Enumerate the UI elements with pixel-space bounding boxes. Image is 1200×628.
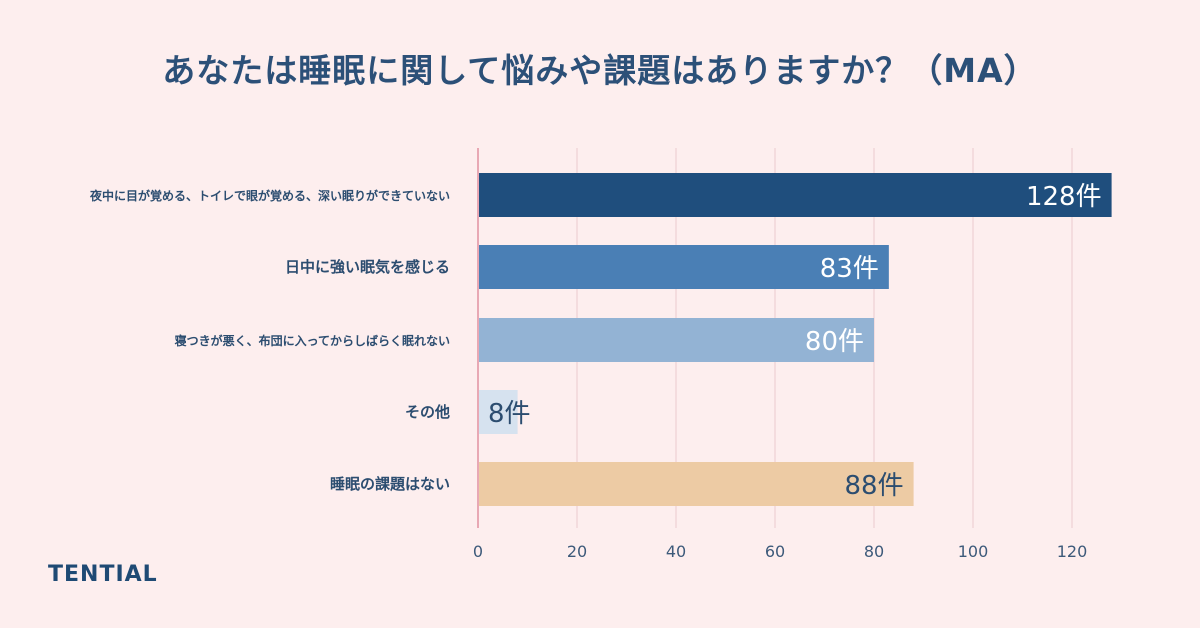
value-label-4: 88件	[845, 471, 904, 501]
value-label-2: 80件	[805, 327, 864, 357]
value-label-1: 83件	[820, 254, 879, 284]
x-tick-label-1: 20	[567, 542, 587, 561]
bar-2	[478, 318, 874, 362]
x-tick-label-4: 80	[864, 542, 884, 561]
category-label-4: 睡眠の課題はない	[330, 475, 450, 493]
bar-4	[478, 462, 914, 506]
category-label-2: 寝つきが悪く、布団に入ってからしばらく眠れない	[175, 333, 450, 348]
category-label-1: 日中に強い眠気を感じる	[285, 258, 450, 276]
value-label-0: 128件	[1026, 182, 1102, 212]
x-tick-label-6: 120	[1057, 542, 1088, 561]
category-label-3: その他	[405, 403, 450, 421]
bar-3	[478, 390, 518, 434]
chart-title: あなたは睡眠に関して悩みや課題はありますか？（MA）	[162, 51, 1038, 90]
value-label-3: 8件	[488, 399, 531, 429]
x-tick-label-0: 0	[473, 542, 483, 561]
x-tick-label-5: 100	[958, 542, 989, 561]
x-tick-label-2: 40	[666, 542, 686, 561]
category-label-0: 夜中に目が覚める、トイレで眼が覚める、深い眠りができていない	[89, 188, 450, 203]
x-tick-label-3: 60	[765, 542, 785, 561]
brand-logo: TENTIAL	[48, 562, 158, 587]
bar-1	[478, 245, 889, 289]
bar-0	[478, 173, 1112, 217]
